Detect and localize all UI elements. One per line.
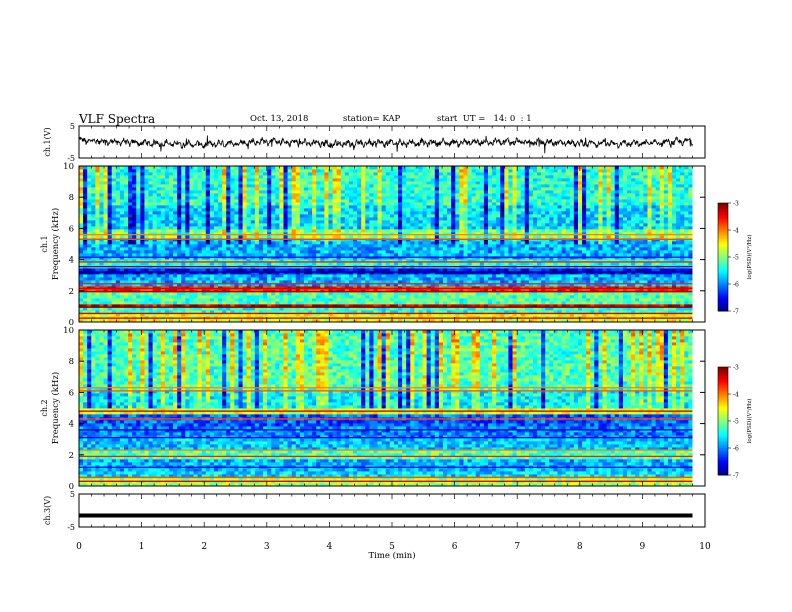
ytick-label-ch2-spec-0: 0	[69, 482, 74, 492]
ytick-label-ch1-spec-0: 0	[69, 318, 74, 328]
ytick-label-ch2-spec-3: 6	[69, 388, 74, 398]
xtick-label-7: 7	[514, 542, 520, 552]
ch1-spec-colorbar-tick-2: -5	[733, 255, 739, 262]
ytick-label-ch1-spec-5: 10	[63, 162, 74, 172]
ytick-label-ch1-wave-0: 5	[70, 122, 75, 131]
ytick-label-ch1-wave-1: -5	[67, 154, 75, 163]
xtick-label-10: 10	[699, 542, 711, 552]
xtick-label-2: 2	[201, 542, 207, 552]
ch2-spec-ylabel: Frequency (kHz)	[50, 372, 61, 444]
ch1-spec-colorbar-tick-3: -6	[733, 282, 739, 289]
ch1-spec-heatmap	[79, 166, 693, 323]
ch2-spec-colorbar-tick-2: -5	[733, 419, 739, 426]
ch2-spec-ylabel-channel: ch.2	[40, 399, 49, 416]
ytick-label-ch3-wave-1: -5	[67, 523, 75, 532]
ch1-spec-colorbar-tick-0: -3	[733, 201, 739, 208]
ch2-spec-colorbar-tick-4: -7	[733, 473, 739, 480]
ch1-spec-blank	[692, 166, 705, 322]
xtick-label-4: 4	[327, 542, 333, 552]
ytick-label-ch1-spec-1: 2	[69, 287, 74, 297]
ch2-spec-colorbar: -3 -4 -5 -6 -7 log(PSD)(V²/Hz)	[717, 365, 753, 480]
xtick-label-6: 6	[452, 542, 458, 552]
ch2-spec-colorbar-tick-0: -3	[733, 365, 739, 372]
x-ticks-ch1-wave	[78, 126, 706, 158]
xtick-label-8: 8	[577, 542, 583, 552]
ytick-label-ch1-spec-4: 8	[69, 193, 74, 203]
ch1-spec-colorbar-tick-4: -7	[733, 309, 739, 316]
ch1-spec-colorbar-tick-1: -4	[733, 228, 739, 235]
station-label: station= KAP	[343, 114, 401, 124]
date-label: Oct. 13, 2018	[250, 114, 309, 124]
xtick-label-9: 9	[640, 542, 646, 552]
ytick-label-ch2-spec-4: 8	[69, 357, 74, 367]
ch1-spec-colorbar-label: log(PSD)(V²/Hz)	[746, 235, 753, 280]
x-ticks-ch3-wave	[78, 494, 706, 527]
ch3-wave-ylabel: ch.3(V)	[43, 496, 52, 525]
x-axis-label: Time (min)	[368, 550, 415, 561]
x-ticks-ch1-spec	[78, 166, 706, 322]
ytick-label-ch1-spec-3: 6	[69, 224, 74, 234]
ch1-spec-ylabel-channel: ch.1	[40, 235, 49, 252]
ch2-spec-heatmap	[79, 330, 693, 487]
xtick-label-3: 3	[264, 542, 270, 552]
ytick-label-ch2-spec-1: 2	[69, 451, 74, 461]
ch1-spec-colorbar: -3 -4 -5 -6 -7 log(PSD)(V²/Hz)	[717, 201, 753, 316]
ch2-spec-blank	[692, 330, 705, 486]
xtick-label-1: 1	[139, 542, 145, 552]
x-ticks-ch2-spec	[78, 330, 706, 486]
chart-title: VLF Spectra	[79, 112, 156, 126]
ch2-spec-colorbar-label: log(PSD)(V²/Hz)	[746, 399, 753, 444]
start-time-label: start UT = 14: 0 : 1	[437, 114, 532, 124]
ytick-label-ch2-spec-2: 4	[69, 420, 74, 430]
ch2-spec-colorbar-tick-1: -4	[733, 392, 739, 399]
ytick-label-ch3-wave-0: 5	[70, 490, 75, 499]
xtick-label-0: 0	[76, 542, 82, 552]
ch1-spec-ylabel: Frequency (kHz)	[50, 208, 61, 280]
ch1-wave-ylabel: ch.1(V)	[43, 127, 52, 156]
ytick-label-ch1-spec-2: 4	[69, 256, 74, 266]
ch2-spec-colorbar-tick-3: -6	[733, 446, 739, 453]
xtick-label-5: 5	[389, 542, 395, 552]
ytick-label-ch2-spec-5: 10	[63, 326, 74, 336]
ch1-wave-trace	[78, 135, 693, 154]
